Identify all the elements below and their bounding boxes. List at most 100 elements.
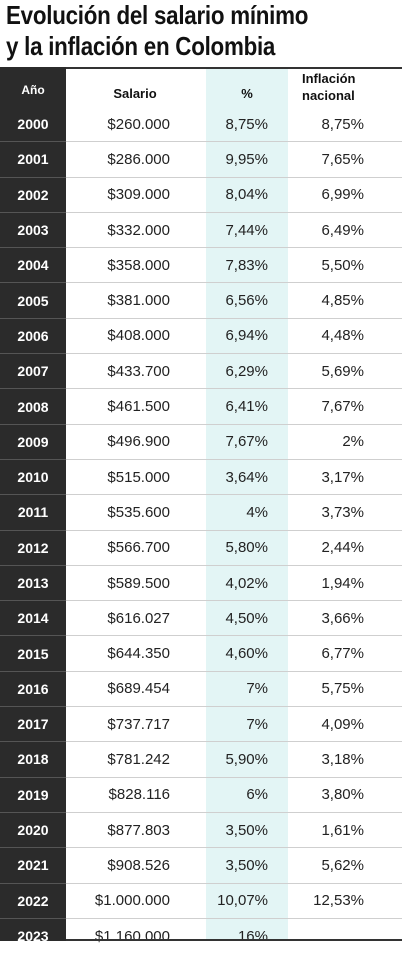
year-row-separator	[0, 670, 66, 672]
year-cell: 2012	[17, 539, 49, 556]
percent-cell: 6,29%	[225, 362, 268, 380]
salary-cell: $496.900	[107, 433, 170, 451]
inflation-cell: 1,61%	[321, 821, 364, 839]
table-row: 2006 $408.000 6,94% 4,48%	[0, 319, 402, 355]
inflation-cell: 4,09%	[321, 715, 364, 733]
inflation-cell	[288, 919, 364, 954]
salary-cell: $1.000.000	[94, 892, 170, 910]
year-cell: 2008	[17, 398, 49, 415]
percent-cell: 7,83%	[225, 256, 268, 274]
chart-title-line-1: Evolución del salario mínimo	[6, 0, 309, 30]
inflation-cell: 4,85%	[321, 292, 364, 310]
table-row: 2019 $828.116 6% 3,80%	[0, 778, 402, 813]
year-cell: 2013	[17, 575, 49, 591]
inflation-cell: 12,53%	[313, 892, 364, 910]
percent-cell: 8,04%	[225, 186, 268, 204]
year-row-separator	[0, 917, 66, 919]
year-row-separator	[0, 882, 66, 884]
year-row-separator	[0, 353, 66, 355]
table-row: 2000 $260.000 8,75% 8,75%	[0, 107, 402, 143]
percent-cell: 7%	[246, 715, 268, 733]
year-row-separator	[0, 317, 66, 319]
header-inflation-line-1: Inflación	[302, 71, 356, 86]
inflation-cell: 3,80%	[321, 786, 364, 804]
inflation-cell: 5,62%	[321, 856, 364, 874]
salary-cell: $381.000	[107, 292, 170, 310]
salary-cell: $566.700	[107, 539, 170, 557]
percent-cell: 10,07%	[217, 892, 268, 910]
year-cell: 2010	[17, 469, 49, 486]
year-cell: 2004	[17, 257, 49, 274]
inflation-cell: 3,66%	[321, 609, 364, 627]
table-row: 2010 $515.000 3,64% 3,17%	[0, 460, 402, 496]
percent-cell: 8,75%	[225, 115, 268, 133]
percent-cell: 5,80%	[225, 539, 268, 557]
table-row: 2022 $1.000.000 10,07% 12,53%	[0, 884, 402, 919]
percent-cell: 6,56%	[225, 292, 268, 310]
year-cell: 2000	[17, 116, 49, 133]
percent-cell: 4,60%	[225, 645, 268, 663]
salary-cell: $408.000	[107, 327, 170, 345]
year-cell: 2001	[17, 151, 49, 168]
year-row-separator	[0, 529, 66, 531]
year-cell: 2005	[17, 292, 49, 309]
salary-cell: $332.000	[107, 221, 170, 239]
year-row-separator	[0, 635, 66, 637]
percent-cell: 16%	[237, 927, 268, 945]
salary-cell: $828.116	[108, 786, 170, 804]
year-row-separator	[0, 388, 66, 390]
year-row-separator	[0, 141, 66, 143]
salary-cell: $1.160.000	[94, 927, 170, 945]
year-cell: 2019	[17, 786, 49, 803]
year-row-separator	[0, 247, 66, 249]
table-row: 2017 $737.717 7% 4,09%	[0, 707, 402, 743]
header-year: Año	[21, 83, 45, 97]
year-cell: 2021	[17, 857, 49, 874]
year-row-separator	[0, 423, 66, 425]
percent-cell: 4,50%	[225, 609, 268, 627]
year-row-separator	[0, 706, 66, 708]
inflation-cell: 5,69%	[321, 362, 364, 380]
inflation-cell: 3,73%	[321, 503, 364, 521]
year-row-separator	[0, 741, 66, 743]
year-row-separator	[0, 564, 66, 566]
percent-cell: 7%	[246, 680, 268, 698]
year-cell: 2006	[17, 327, 49, 344]
salary-cell: $286.000	[107, 150, 170, 168]
percent-cell: 6,94%	[225, 327, 268, 345]
year-row-separator	[0, 847, 66, 849]
year-row-separator	[0, 211, 66, 213]
table-row: 2005 $381.000 6,56% 4,85%	[0, 283, 402, 319]
year-cell: 2018	[17, 751, 49, 768]
table-top-rule	[66, 67, 402, 69]
inflation-cell: 4,48%	[321, 327, 364, 345]
salary-cell: $781.242	[107, 750, 170, 768]
inflation-cell: 6,49%	[321, 221, 364, 239]
percent-cell: 7,67%	[225, 433, 268, 451]
header-percent: %	[241, 86, 253, 101]
year-cell: 2023	[17, 928, 49, 945]
table-row: 2008 $461.500 6,41% 7,67%	[0, 389, 402, 425]
year-cell: 2002	[17, 186, 49, 203]
year-cell: 2003	[17, 222, 49, 239]
percent-cell: 6%	[246, 786, 268, 804]
year-row-separator	[0, 282, 66, 284]
salary-cell: $689.454	[107, 680, 170, 698]
table-row: 2009 $496.900 7,67% 2%	[0, 425, 402, 460]
year-row-separator	[0, 776, 66, 778]
table-row: 2014 $616.027 4,50% 3,66%	[0, 601, 402, 637]
table-row: 2003 $332.000 7,44% 6,49%	[0, 213, 402, 249]
table-row: 2002 $309.000 8,04% 6,99%	[0, 178, 402, 213]
year-cell: 2017	[17, 716, 49, 733]
percent-cell: 4%	[246, 503, 268, 521]
percent-cell: 4,02%	[225, 574, 268, 592]
salary-cell: $616.027	[107, 609, 170, 627]
header-inflation-line-2: nacional	[302, 88, 355, 103]
year-cell: 2009	[17, 433, 49, 450]
inflation-cell: 7,67%	[321, 398, 364, 416]
year-cell: 2016	[17, 680, 49, 697]
salary-cell: $515.000	[107, 468, 170, 486]
salary-cell: $644.350	[107, 645, 170, 663]
salary-cell: $309.000	[107, 186, 170, 204]
year-cell: 2014	[17, 610, 49, 627]
